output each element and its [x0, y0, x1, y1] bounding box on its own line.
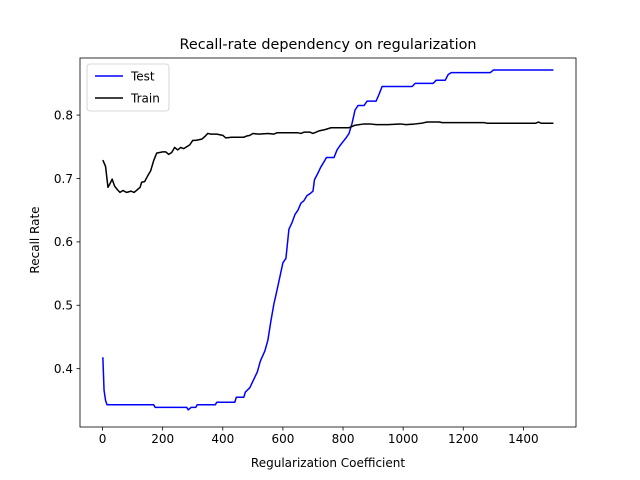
legend-label-train: Train [130, 91, 160, 105]
x-tick-label: 1000 [388, 432, 419, 446]
y-tick-label: 0.8 [54, 108, 73, 122]
axes-frame [79, 57, 577, 428]
legend-label-test: Test [130, 69, 155, 83]
chart-title: Recall-rate dependency on regularization [179, 37, 476, 53]
x-tick-label: 800 [332, 432, 355, 446]
legend: Test Train [86, 63, 170, 112]
x-tick-label: 0 [99, 432, 107, 446]
x-tick-label: 1200 [448, 432, 479, 446]
axes: 0 200 400 600 800 1000 1200 1400 0.4 0.5 0.6 0.7 0.8 [54, 57, 577, 446]
y-tick-label: 0.5 [54, 299, 73, 313]
y-tick-label: 0.6 [54, 235, 73, 249]
y-axis-label: Recall Rate [28, 206, 42, 273]
series-line-test [102, 69, 554, 411]
x-tick-label: 400 [211, 432, 234, 446]
x-tick-label: 600 [271, 432, 294, 446]
series-line-train [102, 121, 554, 194]
y-tick-label: 0.4 [54, 362, 73, 376]
x-axis-label: Regularization Coefficient [251, 456, 405, 470]
x-tick-label: 200 [151, 432, 174, 446]
y-tick-label: 0.7 [54, 172, 73, 186]
x-tick-label: 1400 [508, 432, 539, 446]
plot-area [102, 69, 554, 411]
